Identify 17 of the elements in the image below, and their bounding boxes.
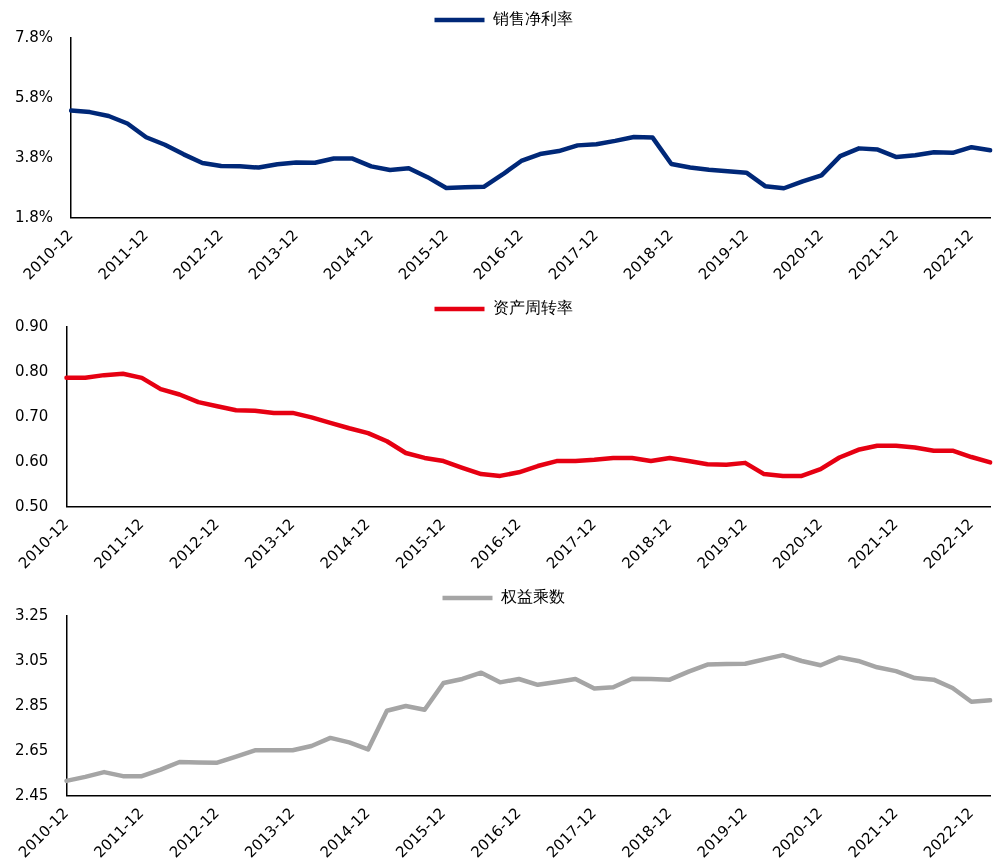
- y-tick-label: 2.85: [14, 695, 49, 714]
- y-tick-label: 2.65: [14, 740, 49, 759]
- y-tick-label: 1.8%: [15, 207, 54, 226]
- legend-label: 销售净利率: [491, 9, 573, 29]
- y-tick-label: 0.50: [14, 496, 49, 515]
- y-tick-label: 2.45: [14, 785, 49, 804]
- y-tick-label: 3.8%: [15, 147, 54, 166]
- y-tick-label: 3.25: [14, 605, 49, 624]
- y-tick-label: 0.60: [14, 451, 49, 470]
- legend-label: 资产周转率: [492, 298, 573, 318]
- y-tick-label: 0.80: [14, 361, 49, 380]
- y-tick-label: 0.70: [14, 406, 49, 425]
- legend-label: 权益乘数: [499, 587, 565, 607]
- y-tick-label: 3.05: [14, 650, 49, 669]
- y-tick-label: 7.8%: [15, 27, 54, 46]
- y-tick-label: 0.90: [14, 316, 49, 335]
- y-tick-label: 5.8%: [15, 87, 54, 106]
